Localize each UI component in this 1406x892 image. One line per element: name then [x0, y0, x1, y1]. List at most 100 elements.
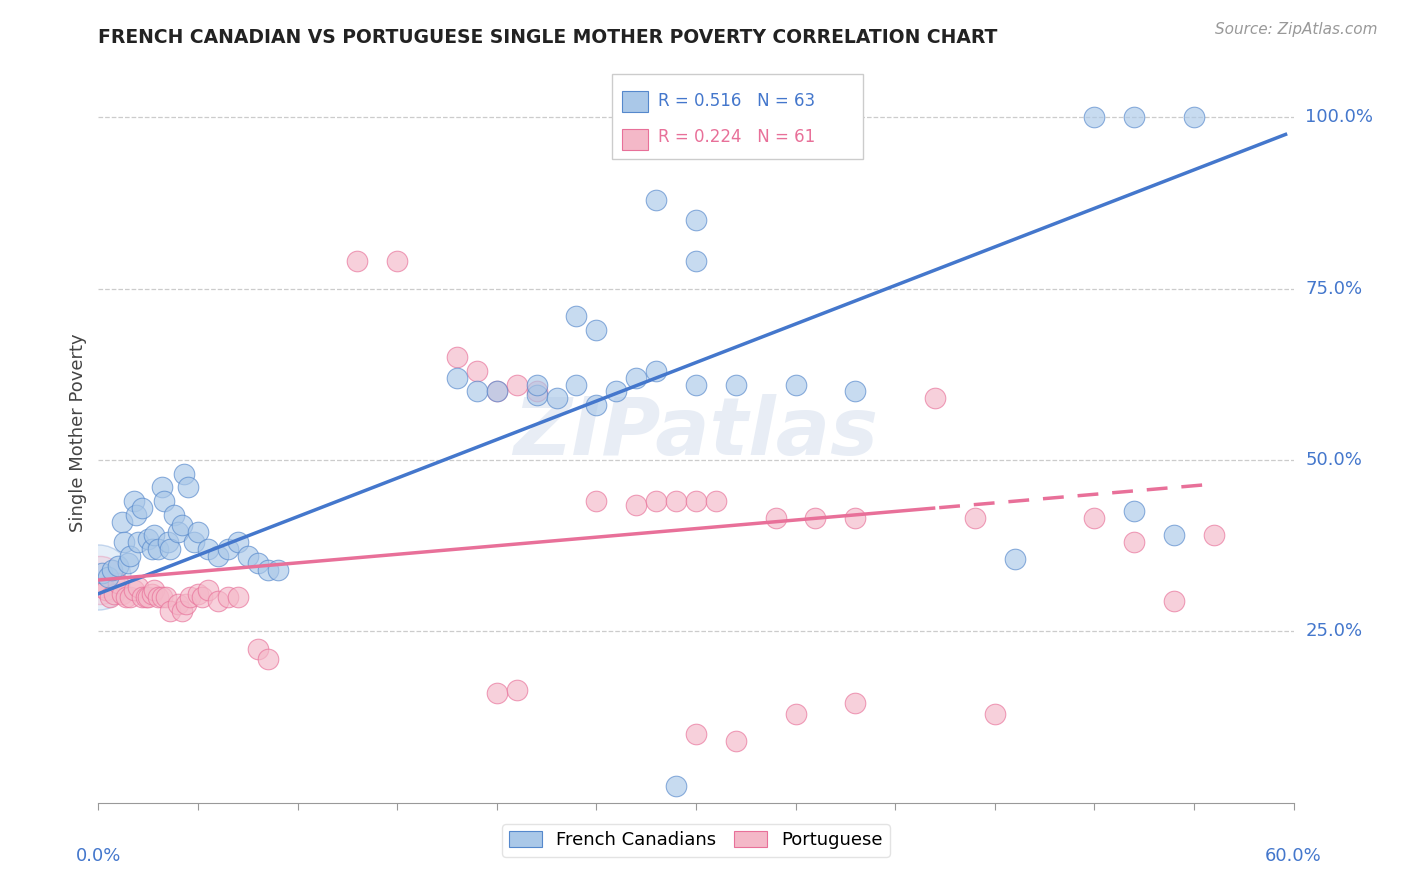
Point: [346, 254, 368, 268]
Point: [1123, 504, 1146, 518]
Point: [167, 597, 190, 611]
Point: [665, 779, 688, 793]
Point: [984, 706, 1007, 721]
Point: [765, 511, 787, 525]
Point: [506, 377, 529, 392]
Point: [207, 593, 229, 607]
Point: [844, 511, 866, 525]
Point: [1163, 528, 1185, 542]
Point: [150, 590, 173, 604]
Point: [141, 542, 163, 557]
Point: [155, 590, 177, 604]
Point: [465, 364, 488, 378]
FancyBboxPatch shape: [613, 73, 863, 159]
Point: [526, 377, 548, 392]
Text: FRENCH CANADIAN VS PORTUGUESE SINGLE MOTHER POVERTY CORRELATION CHART: FRENCH CANADIAN VS PORTUGUESE SINGLE MOT…: [98, 28, 998, 47]
Point: [685, 727, 707, 741]
Point: [197, 542, 219, 557]
Point: [645, 364, 668, 378]
Point: [120, 549, 142, 563]
Point: [141, 587, 163, 601]
Point: [87, 569, 110, 583]
Point: [665, 494, 688, 508]
Text: R = 0.516   N = 63: R = 0.516 N = 63: [658, 92, 815, 110]
Point: [645, 193, 668, 207]
Point: [385, 254, 409, 268]
Point: [115, 590, 138, 604]
Point: [226, 590, 249, 604]
Point: [1202, 528, 1225, 542]
Point: [107, 576, 129, 591]
Point: [585, 494, 607, 508]
Point: [101, 563, 124, 577]
Point: [963, 511, 986, 525]
Text: 50.0%: 50.0%: [1306, 451, 1362, 469]
Point: [91, 566, 114, 581]
Point: [704, 494, 727, 508]
Point: [177, 480, 200, 494]
Point: [112, 535, 135, 549]
Point: [446, 371, 468, 385]
Point: [159, 542, 181, 557]
Point: [626, 498, 648, 512]
Point: [465, 384, 488, 399]
Point: [485, 686, 508, 700]
Point: [131, 501, 153, 516]
Point: [179, 590, 201, 604]
Point: [136, 532, 159, 546]
Point: [485, 384, 508, 399]
Point: [924, 392, 946, 406]
Text: 60.0%: 60.0%: [1265, 847, 1322, 865]
Point: [153, 494, 176, 508]
Point: [685, 377, 707, 392]
Point: [585, 323, 607, 337]
Point: [117, 556, 139, 570]
Point: [111, 515, 134, 529]
Point: [446, 350, 468, 364]
Point: [124, 583, 146, 598]
Legend: French Canadians, Portuguese: French Canadians, Portuguese: [502, 824, 890, 856]
Point: [127, 535, 149, 549]
Point: [172, 518, 194, 533]
Y-axis label: Single Mother Poverty: Single Mother Poverty: [69, 334, 87, 532]
Point: [565, 309, 588, 323]
Point: [724, 377, 747, 392]
Point: [174, 597, 197, 611]
Point: [143, 583, 166, 598]
Point: [191, 590, 214, 604]
Point: [96, 583, 118, 598]
Point: [585, 398, 607, 412]
Point: [844, 697, 866, 711]
Point: [135, 590, 157, 604]
Point: [526, 388, 548, 402]
Point: [685, 494, 707, 508]
Text: 0.0%: 0.0%: [76, 847, 121, 865]
Point: [685, 213, 707, 227]
Point: [111, 587, 134, 601]
Point: [256, 563, 278, 577]
Point: [226, 535, 249, 549]
Point: [526, 384, 548, 399]
Point: [217, 542, 239, 557]
Point: [506, 682, 529, 697]
Point: [163, 508, 186, 522]
Point: [97, 569, 120, 583]
Point: [107, 559, 129, 574]
Point: [98, 590, 122, 604]
Point: [187, 587, 209, 601]
Point: [91, 580, 114, 594]
Point: [246, 641, 269, 656]
Point: [197, 583, 219, 598]
Point: [207, 549, 229, 563]
Point: [565, 377, 588, 392]
Point: [125, 508, 148, 522]
Point: [131, 590, 153, 604]
Point: [157, 535, 180, 549]
Point: [804, 511, 827, 525]
Point: [1083, 511, 1105, 525]
Point: [1123, 535, 1146, 549]
Point: [217, 590, 239, 604]
Point: [236, 549, 259, 563]
Point: [685, 254, 707, 268]
Point: [1083, 110, 1105, 124]
